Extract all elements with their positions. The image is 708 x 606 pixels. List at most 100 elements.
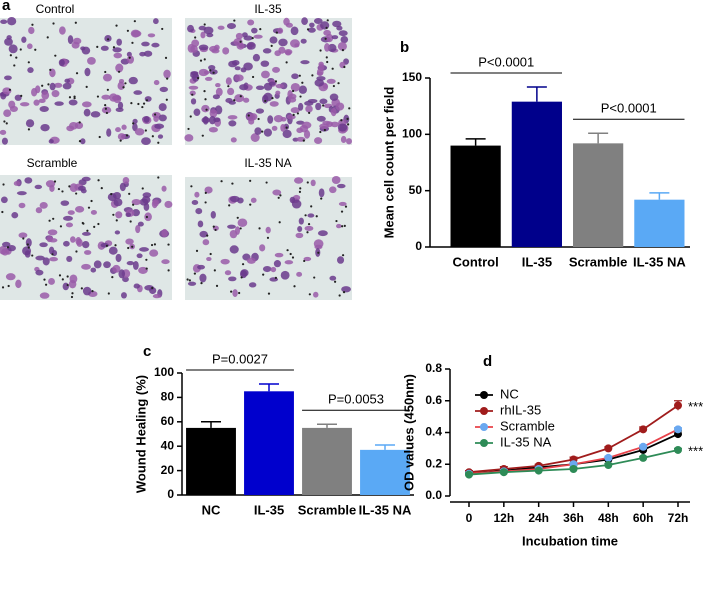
cell: [298, 85, 307, 94]
cell: [204, 76, 213, 81]
cell: [66, 255, 73, 262]
cell: [220, 258, 230, 265]
pore: [265, 181, 268, 184]
cell: [329, 93, 339, 101]
cell: [289, 196, 296, 204]
cell: [199, 273, 207, 283]
pore: [289, 252, 292, 256]
pore: [231, 182, 234, 185]
pore: [298, 190, 302, 193]
cell: [121, 124, 127, 130]
cell: [272, 189, 282, 196]
cell: [113, 52, 123, 59]
pore: [112, 46, 116, 49]
cell: [327, 43, 337, 53]
pore: [233, 99, 236, 102]
cell: [195, 207, 203, 215]
cell: [331, 35, 339, 40]
cell: [224, 270, 232, 276]
pore: [161, 27, 164, 31]
cell: [187, 281, 197, 286]
cell: [7, 245, 16, 252]
x-tick-label: 72h: [668, 511, 689, 525]
cell: [337, 183, 346, 189]
pore: [267, 292, 271, 295]
pore: [51, 253, 54, 256]
cell: [115, 63, 124, 73]
cell: [84, 250, 92, 255]
cell: [199, 230, 208, 238]
cell: [125, 212, 132, 218]
pore: [97, 222, 100, 226]
cell: [209, 109, 218, 118]
cell: [192, 72, 200, 82]
cell: [303, 256, 312, 262]
y-tick-label: 100: [154, 365, 174, 379]
pore: [277, 196, 280, 199]
legend-marker: [480, 391, 488, 399]
cell: [217, 25, 225, 30]
pore: [68, 96, 72, 99]
y-tick-label: 80: [161, 390, 175, 404]
cell: [316, 115, 326, 122]
pore: [247, 114, 250, 117]
x-tick-label: 0: [466, 511, 473, 525]
pore: [325, 26, 328, 29]
cell: [270, 266, 277, 273]
pore: [205, 108, 208, 111]
y-tick-label: 20: [161, 463, 175, 477]
pore: [66, 283, 69, 287]
pore: [296, 112, 300, 115]
point: [569, 465, 578, 474]
cell: [229, 245, 239, 254]
cell: [133, 283, 140, 289]
x-tick-label: 12h: [493, 511, 514, 525]
pore: [251, 75, 255, 79]
pore: [141, 105, 144, 109]
cell: [329, 275, 337, 281]
cell: [49, 82, 56, 91]
pore: [264, 99, 267, 103]
cell: [307, 27, 316, 33]
bar: [360, 449, 410, 495]
pore: [131, 41, 134, 44]
legend-marker: [480, 439, 488, 447]
cell: [284, 260, 294, 265]
cell: [81, 46, 91, 55]
cell: [288, 96, 297, 103]
cell: [234, 74, 244, 82]
pore: [132, 122, 135, 125]
cell: [296, 271, 303, 277]
pore: [27, 128, 31, 131]
cell: [307, 213, 315, 218]
cell: [144, 212, 152, 222]
cell: [248, 118, 255, 125]
pore: [68, 185, 71, 188]
pore: [85, 85, 88, 88]
pore: [31, 254, 34, 257]
cell: [305, 105, 313, 113]
cell: [208, 126, 218, 133]
cell: [313, 291, 319, 298]
pore: [340, 210, 344, 213]
pore: [1, 286, 5, 289]
x-tick-label: 24h: [528, 511, 549, 525]
cell: [31, 88, 38, 97]
pore: [212, 225, 215, 228]
cell: [54, 101, 64, 106]
pore: [306, 231, 309, 234]
cell: [60, 200, 70, 206]
pore: [200, 282, 203, 285]
cell: [208, 64, 216, 71]
cell: [48, 238, 58, 243]
cell: [63, 240, 70, 247]
cell: [317, 230, 328, 237]
cell: [116, 38, 122, 46]
cell: [128, 76, 138, 85]
cell: [280, 270, 290, 280]
point: [604, 461, 613, 470]
cell: [291, 73, 299, 80]
cell: [48, 139, 54, 144]
cell: [71, 41, 80, 49]
cell: [132, 260, 139, 270]
